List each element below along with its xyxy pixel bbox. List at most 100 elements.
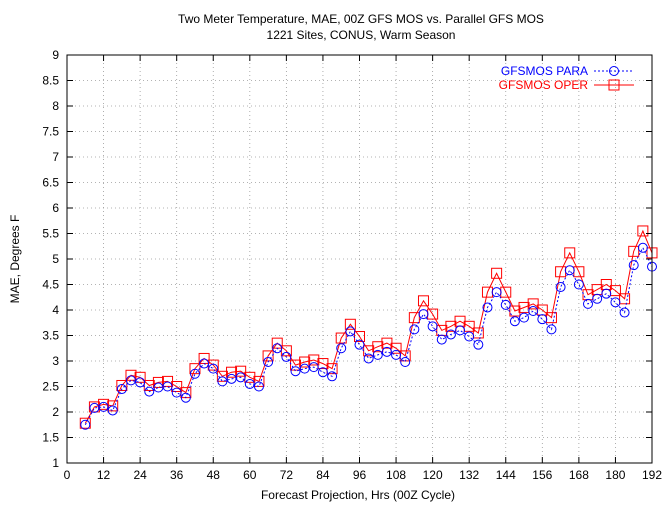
tick-label-y: 1.5: [42, 431, 59, 445]
chart-title: Two Meter Temperature, MAE, 00Z GFS MOS …: [178, 12, 544, 26]
data-point-para: [217, 376, 228, 387]
data-point-para: [89, 402, 100, 413]
tick-label-y: 2.5: [42, 380, 59, 394]
tick-label-y: 4.5: [42, 278, 59, 292]
data-point-oper: [79, 417, 91, 429]
data-point-oper: [518, 301, 530, 313]
data-point-oper: [491, 267, 503, 279]
tick-label-x: 24: [133, 468, 147, 482]
data-point-para: [491, 287, 502, 298]
tick-label-y: 8: [52, 99, 59, 113]
data-point-para: [317, 367, 328, 378]
legend-label-oper: GFSMOS OPER: [499, 78, 589, 92]
data-point-para: [381, 346, 392, 357]
data-point-para: [80, 419, 91, 430]
data-point-para: [500, 299, 511, 310]
data-point-para: [327, 371, 338, 382]
data-point-para: [464, 331, 475, 342]
data-point-para: [290, 366, 301, 377]
data-point-oper: [417, 295, 429, 307]
data-point-para: [391, 349, 402, 360]
grid: [67, 55, 652, 463]
data-point-oper: [509, 305, 521, 317]
y-axis-label: MAE, Degrees F: [8, 215, 22, 304]
data-point-oper: [344, 318, 356, 330]
data-point-oper: [463, 320, 475, 332]
data-point-para: [199, 358, 210, 369]
tick-label-x: 144: [496, 468, 516, 482]
data-point-oper: [299, 356, 311, 368]
data-point-para: [583, 298, 594, 309]
data-point-oper: [326, 363, 338, 375]
data-point-para: [253, 381, 264, 392]
data-point-para: [619, 307, 630, 318]
series-line-para: [84, 246, 653, 426]
data-point-oper: [619, 293, 631, 305]
data-point-para: [445, 329, 456, 340]
data-point-para: [135, 377, 146, 388]
tick-label-x: 84: [316, 468, 330, 482]
tick-label-x: 108: [386, 468, 406, 482]
data-point-para: [107, 405, 118, 416]
x-axis-label: Forecast Projection, Hrs (00Z Cycle): [261, 488, 455, 502]
data-point-oper: [372, 341, 384, 353]
data-point-oper: [116, 379, 128, 391]
data-point-para: [455, 325, 466, 336]
data-point-para: [281, 351, 292, 362]
legend-label-para: GFSMOS PARA: [501, 64, 588, 78]
data-point-para: [637, 242, 648, 253]
tick-label-y: 8.5: [42, 74, 59, 88]
tick-label-x: 180: [605, 468, 625, 482]
data-point-para: [244, 378, 255, 389]
tick-label-y: 7.5: [42, 125, 59, 139]
data-point-oper: [390, 342, 402, 354]
chart-subtitle: 1221 Sites, CONUS, Warm Season: [267, 28, 456, 42]
data-point-para: [509, 316, 520, 327]
data-point-oper: [290, 359, 302, 371]
data-point-para: [610, 297, 621, 308]
tick-label-x: 60: [243, 468, 257, 482]
tick-label-y: 5: [52, 252, 59, 266]
data-point-oper: [125, 369, 137, 381]
data-point-oper: [408, 312, 420, 324]
data-point-para: [308, 362, 319, 373]
data-point-para: [116, 384, 127, 395]
data-point-para: [180, 392, 191, 403]
data-point-oper: [98, 398, 110, 410]
data-point-para: [564, 265, 575, 276]
data-point-oper: [262, 350, 274, 362]
data-point-para: [272, 343, 283, 354]
tick-label-y: 3.5: [42, 329, 59, 343]
data-point-oper: [609, 285, 621, 297]
data-point-para: [299, 363, 310, 374]
data-point-para: [263, 357, 274, 368]
data-point-para: [354, 339, 365, 350]
tick-label-x: 156: [532, 468, 552, 482]
data-point-para: [235, 372, 246, 383]
data-point-para: [125, 375, 136, 386]
legend: GFSMOS PARA GFSMOS OPER: [499, 64, 634, 92]
data-point-para: [436, 334, 447, 345]
data-point-para: [482, 302, 493, 313]
tick-label-x: 0: [64, 468, 71, 482]
data-point-oper: [564, 247, 576, 259]
tick-label-x: 120: [423, 468, 443, 482]
tick-label-x: 72: [280, 468, 294, 482]
series-oper: [79, 225, 658, 429]
data-point-para: [162, 381, 173, 392]
tick-label-y: 5.5: [42, 227, 59, 241]
legend-sample-para: [594, 66, 634, 76]
tick-label-x: 36: [170, 468, 184, 482]
legend-marker-para: [609, 66, 619, 76]
tick-label-y: 3: [52, 354, 59, 368]
tick-label-y: 6: [52, 201, 59, 215]
legend-sample-oper: [594, 79, 634, 91]
data-point-para: [628, 260, 639, 271]
data-point-para: [189, 368, 200, 379]
tick-label-x: 168: [569, 468, 589, 482]
axis-ticks: 1 1.5 2 2.5 3 3.5 4 4.5 5 5.5 6 6.5 7 7.5 8 8.5 9 0 12 24 36…: [42, 48, 662, 482]
data-point-para: [400, 357, 411, 368]
data-point-para: [427, 321, 438, 332]
data-point-para: [473, 339, 484, 350]
